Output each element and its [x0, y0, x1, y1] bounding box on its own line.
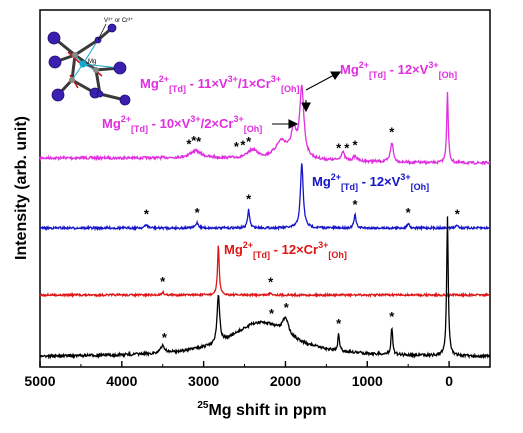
inset-small-atoms	[69, 52, 99, 83]
x-tick-label-5000: 5000	[24, 373, 55, 389]
peak-star-black-0: *	[162, 330, 168, 345]
x-axis-title-main: Mg shift in ppm	[208, 402, 326, 419]
peak-star-red-0: *	[160, 274, 166, 289]
annotation-magenta-10v-2cr: Mg2+[Td] - 10×V3+/2×Cr3+[Oh]	[102, 114, 262, 134]
plot-frame	[39, 9, 491, 368]
x-axis-title-sup: 25	[197, 400, 209, 411]
x-axis: 5000 4000 3000 2000 1000 0	[24, 361, 491, 389]
peak-star-magenta-1: *	[191, 133, 197, 148]
peak-star-magenta-4: *	[240, 138, 246, 153]
spectra-layer	[39, 84, 491, 360]
peak-star-magenta-3: *	[234, 139, 240, 154]
inset-pointer	[97, 23, 107, 41]
annotation-arrows	[272, 71, 342, 129]
peak-star-blue-3: *	[352, 197, 358, 212]
peak-stars: * * * * * * * * *** ** ** ** *** ** *	[144, 124, 461, 344]
y-axis-title: Intensity (arb. unit)	[13, 116, 30, 260]
peak-star-blue-5: *	[455, 207, 461, 222]
peak-star-blue-2: *	[246, 192, 252, 207]
peak-star-magenta-0: *	[186, 136, 192, 151]
annotation-magenta-12v: Mg2+[Td] - 12×V3+[Oh]	[340, 60, 457, 80]
peak-star-black-2: *	[284, 300, 290, 315]
peak-star-blue-4: *	[406, 205, 412, 220]
inset-mg-atom	[79, 60, 87, 68]
peak-star-magenta-8: *	[352, 138, 358, 153]
arrow-11v-1cr-head	[301, 102, 311, 113]
spectrum-red	[39, 245, 491, 299]
arrow-10v-2cr-head	[288, 119, 299, 129]
arrow-12v	[305, 73, 337, 91]
peak-star-black-4: *	[389, 309, 395, 324]
peak-star-blue-0: *	[144, 207, 150, 222]
inset-atoms	[47, 23, 131, 106]
spectrum-blue	[39, 163, 491, 232]
arrow-12v-head	[330, 71, 342, 81]
x-tick-label-3000: 3000	[188, 373, 219, 389]
annotation-magenta-11v-1cr: Mg2+[Td] - 11×V3+/1×Cr3+[Oh]	[140, 74, 300, 94]
inset-structure: V³⁺ or Cr³⁺ Mg	[47, 17, 133, 106]
annotation-red-12cr: Mg2+[Td] - 12×Cr3+[Oh]	[224, 240, 347, 260]
x-tick-label-2000: 2000	[270, 373, 301, 389]
peak-star-magenta-6: *	[336, 140, 342, 155]
inset-label-top: V³⁺ or Cr³⁺	[104, 17, 133, 24]
peak-star-red-1: *	[268, 275, 274, 290]
peak-star-blue-1: *	[195, 205, 201, 220]
spectrum-black	[39, 216, 491, 360]
peak-star-black-3: *	[336, 316, 342, 331]
x-tick-label-1000: 1000	[352, 373, 383, 389]
x-tick-label-4000: 4000	[106, 373, 137, 389]
inset-label-mg: Mg	[88, 59, 96, 65]
peak-star-magenta-9: *	[389, 124, 395, 139]
annotation-blue-12v: Mg2+[Td] - 12×V3+[Oh]	[312, 172, 429, 192]
x-tick-label-0: 0	[445, 373, 453, 389]
peak-star-black-1: *	[269, 306, 275, 321]
peak-star-magenta-7: *	[344, 141, 350, 156]
x-axis-title: 25Mg shift in ppm	[197, 400, 326, 419]
peak-star-magenta-2: *	[196, 134, 202, 149]
spectrum-magenta	[39, 84, 491, 167]
peak-star-magenta-5: *	[246, 134, 252, 149]
